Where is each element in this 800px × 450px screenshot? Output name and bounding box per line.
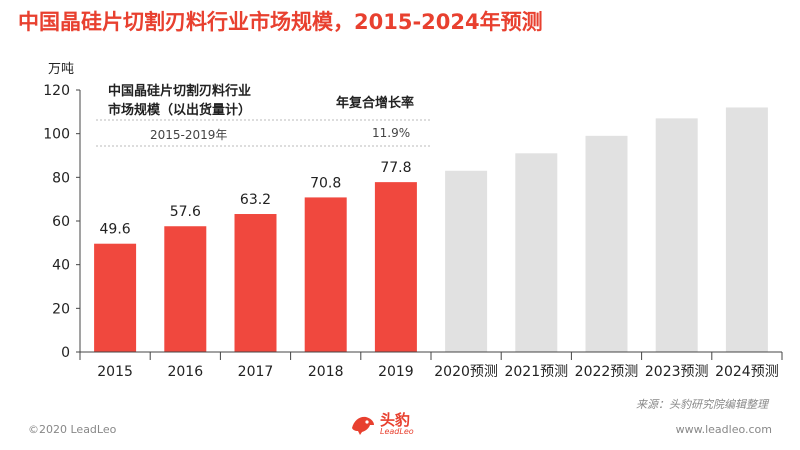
x-tick-label: 2017 — [238, 364, 274, 380]
brand-logo: 头豹 LeadLeo — [350, 412, 414, 436]
cagr-period: 2015-2019年 — [150, 128, 228, 142]
bar-actual-2017 — [234, 214, 277, 352]
x-tick-label: 2016 — [167, 364, 203, 380]
y-tick-label: 40 — [52, 258, 70, 274]
bar-actual-2015 — [94, 243, 137, 352]
cagr-table-header: 年复合增长率 — [336, 96, 415, 111]
y-tick-label: 80 — [52, 170, 70, 186]
data-label: 77.8 — [380, 160, 411, 176]
y-tick-label: 100 — [43, 127, 70, 143]
logo-subtitle: LeadLeo — [380, 426, 414, 436]
y-tick-label: 120 — [43, 83, 70, 99]
x-tick-label: 2019 — [378, 364, 414, 380]
bar-forecast-2020预测 — [445, 170, 488, 352]
y-tick-label: 0 — [61, 345, 70, 361]
cagr-value: 11.9% — [372, 126, 411, 140]
page-title: 中国晶硅片切割刃料行业市场规模，2015-2024年预测 — [18, 10, 543, 34]
source-note: 来源：头豹研究院编辑整理 — [636, 398, 768, 411]
x-tick-label: 2018 — [308, 364, 344, 380]
footer-website: www.leadleo.com — [675, 423, 772, 436]
x-tick-label: 2024预测 — [715, 364, 779, 380]
bar-forecast-2024预测 — [725, 107, 768, 352]
y-tick-label: 20 — [52, 301, 70, 317]
bar-forecast-2022预测 — [585, 135, 628, 352]
data-label: 49.6 — [100, 222, 131, 238]
y-axis-unit: 万吨 — [48, 62, 75, 77]
data-label: 63.2 — [240, 192, 271, 208]
leopard-logo-icon — [352, 416, 374, 435]
bar-actual-2016 — [164, 226, 207, 352]
cagr-table-title-line1: 中国晶硅片切割刃料行业 — [108, 84, 252, 99]
logo-name: 头豹 — [380, 410, 411, 429]
x-tick-label: 2023预测 — [645, 364, 709, 380]
bar-actual-2019 — [374, 182, 417, 352]
data-label: 57.6 — [170, 204, 201, 220]
y-tick-label: 60 — [52, 214, 70, 230]
bar-forecast-2023预测 — [655, 118, 698, 352]
data-label: 70.8 — [310, 175, 341, 191]
bar-forecast-2021预测 — [515, 153, 558, 352]
x-tick-label: 2020预测 — [434, 364, 498, 380]
x-tick-label: 2015 — [97, 364, 133, 380]
footer-copyright: ©2020 LeadLeo — [28, 423, 117, 436]
bar-actual-2018 — [304, 197, 347, 352]
x-tick-label: 2022预测 — [575, 364, 639, 380]
cagr-table-title-line2: 市场规模（以出货量计） — [108, 103, 252, 118]
x-tick-label: 2021预测 — [504, 364, 568, 380]
